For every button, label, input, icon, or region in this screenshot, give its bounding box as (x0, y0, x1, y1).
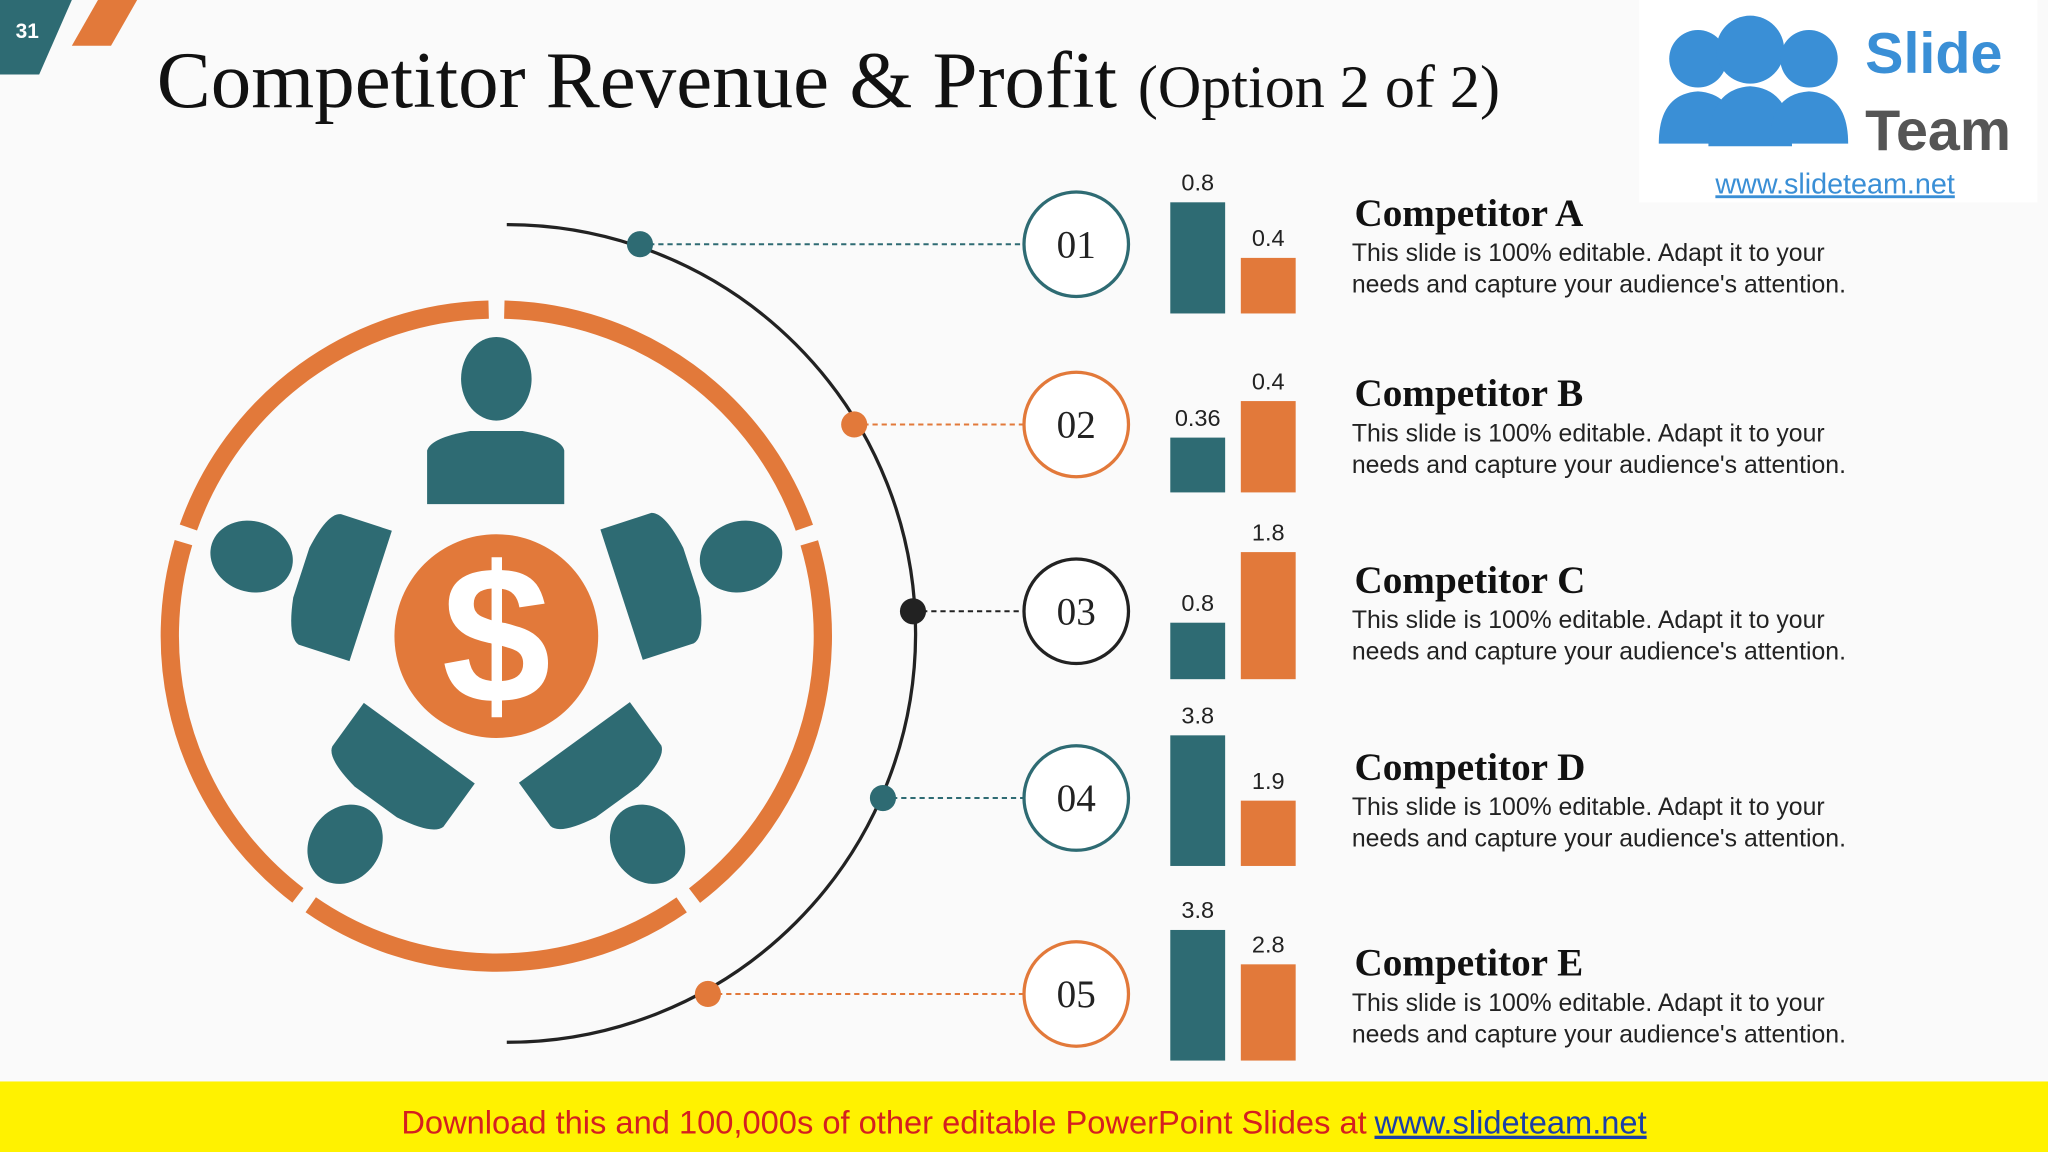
bar-value: 3.8 (1181, 897, 1214, 923)
bar-value: 1.9 (1252, 768, 1285, 794)
bar-value: 0.4 (1252, 368, 1285, 394)
bar (1240, 964, 1296, 1061)
arc-dot (869, 784, 896, 812)
person (600, 512, 783, 660)
bar (1240, 552, 1296, 680)
person-body (331, 702, 475, 830)
competitor-title: Competitor D (1354, 746, 1585, 789)
competitor-title: Competitor C (1354, 559, 1585, 602)
bar (1170, 622, 1226, 680)
banner-link[interactable]: www.slideteam.net (1374, 1104, 1647, 1141)
person (210, 514, 392, 662)
person-head (609, 804, 686, 884)
person-head (461, 336, 532, 421)
title-suffix: (Option 2 of 2) (1138, 53, 1500, 120)
slide-number-tag (0, 0, 72, 75)
slide-number: 31 (16, 20, 40, 43)
dollar-circle (394, 534, 599, 738)
person-body (427, 431, 565, 505)
number-ring (1022, 557, 1131, 666)
person-body (600, 512, 702, 660)
banner (0, 1081, 2048, 1152)
competitor-description: This slide is 100% editable. Adapt it to… (1352, 607, 1825, 634)
item-number: 02 (1057, 404, 1096, 447)
competitor-title: Competitor E (1354, 942, 1583, 985)
competitor-description: This slide is 100% editable. Adapt it to… (1352, 990, 1825, 1017)
item-number: 05 (1057, 973, 1096, 1016)
bar (1240, 800, 1296, 866)
item-number: 01 (1057, 223, 1096, 266)
dollar-sign: $ (442, 526, 551, 745)
banner-text: Download this and 100,000s of other edit… (401, 1104, 1646, 1141)
competitor-description: needs and capture your audience's attent… (1352, 825, 1846, 852)
person (427, 336, 565, 505)
competitor-description: This slide is 100% editable. Adapt it to… (1352, 240, 1825, 267)
competitor-description: This slide is 100% editable. Adapt it to… (1352, 794, 1825, 821)
competitor-description: needs and capture your audience's attent… (1352, 452, 1846, 479)
competitor-description: needs and capture your audience's attent… (1352, 1021, 1846, 1048)
slide-title: Competitor Revenue & Profit (Option 2 of … (157, 35, 1500, 125)
arc-dot (626, 231, 654, 258)
people (210, 336, 783, 884)
person-head (699, 520, 783, 593)
person-head (307, 804, 383, 884)
logo-people (1658, 15, 1849, 147)
competitor-description: needs and capture your audience's attent… (1352, 272, 1846, 299)
tag-stripe (71, 0, 138, 46)
number-ring (1022, 190, 1131, 299)
person (518, 702, 686, 884)
bar-value: 0.8 (1181, 170, 1214, 196)
bar-value: 2.8 (1252, 932, 1285, 958)
bar-value: 0.4 (1252, 225, 1285, 251)
person-head (210, 520, 293, 593)
bar (1170, 735, 1226, 866)
logo-url[interactable]: www.slideteam.net (1714, 168, 1954, 200)
person-body (291, 514, 392, 662)
item-number: 03 (1057, 590, 1096, 633)
number-ring (1022, 940, 1131, 1048)
arc-dot (694, 980, 721, 1008)
competitor-description: This slide is 100% editable. Adapt it to… (1352, 420, 1825, 447)
bar (1240, 257, 1296, 314)
number-ring (1022, 744, 1131, 852)
bar (1240, 401, 1296, 493)
item-number: 04 (1057, 777, 1096, 820)
person (307, 702, 475, 884)
arc-dot (841, 411, 868, 438)
bar (1170, 437, 1226, 493)
bar-value: 3.8 (1181, 703, 1214, 729)
bar (1170, 202, 1226, 314)
competitor-title: Competitor A (1354, 192, 1583, 235)
logo-slide: Slide (1865, 22, 2002, 86)
banner-message: Download this and 100,000s of other edit… (401, 1104, 1366, 1141)
bar-value: 0.8 (1181, 590, 1214, 616)
arc-dot (899, 598, 927, 625)
bar-value: 0.36 (1175, 405, 1221, 431)
logo-team: Team (1865, 99, 2011, 163)
number-ring (1022, 370, 1131, 479)
bar-value: 1.8 (1252, 519, 1285, 545)
title-main: Competitor Revenue & Profit (157, 35, 1118, 125)
person-body (518, 702, 662, 830)
competitor-description: needs and capture your audience's attent… (1352, 639, 1846, 666)
competitor-title: Competitor B (1354, 372, 1583, 415)
bar (1170, 929, 1226, 1061)
